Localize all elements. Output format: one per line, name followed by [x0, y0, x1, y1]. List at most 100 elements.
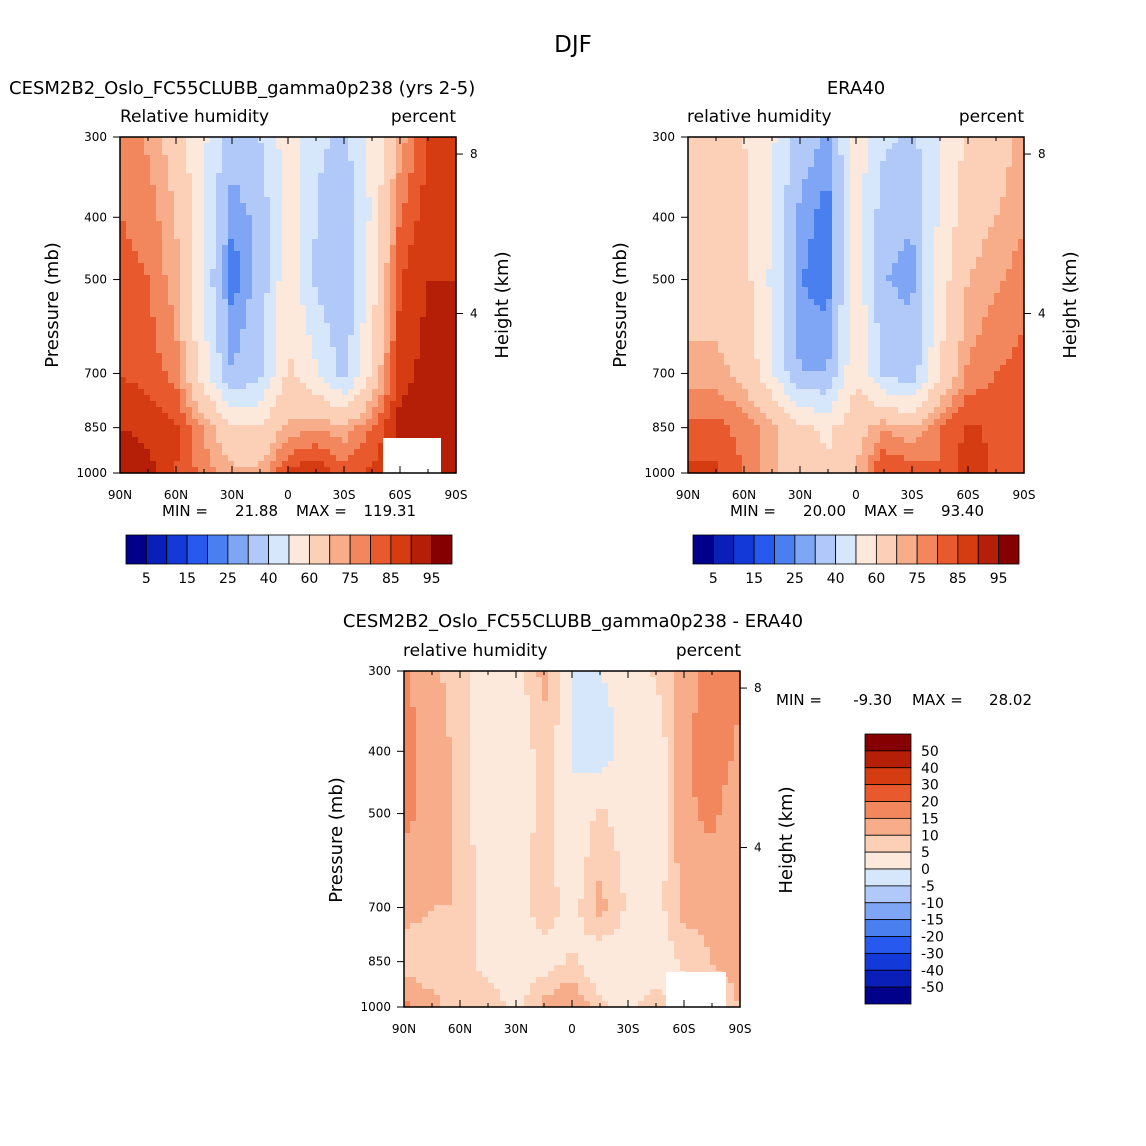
contour-cell: [294, 371, 301, 378]
contour-cell: [420, 305, 427, 312]
contour-cell: [772, 281, 779, 288]
contour-cell: [784, 305, 791, 312]
contour-cell: [222, 293, 229, 300]
contour-cell: [784, 293, 791, 300]
contour-cell: [174, 401, 181, 408]
contour-cell: [186, 143, 193, 150]
contour-cell: [838, 257, 845, 264]
contour-cell: [282, 467, 289, 474]
contour-cell: [892, 161, 899, 168]
contour-cell: [276, 245, 283, 252]
contour-cell: [402, 377, 409, 384]
contour-cell: [162, 371, 169, 378]
contour-cell: [1018, 251, 1025, 258]
contour-cell: [156, 443, 163, 450]
contour-cell: [814, 185, 821, 192]
x-tick-label: 0: [284, 488, 292, 502]
contour-cell: [432, 233, 439, 240]
contour-cell: [264, 383, 271, 390]
contour-cell: [354, 287, 361, 294]
contour-cell: [910, 191, 917, 198]
contour-cell: [904, 245, 911, 252]
contour-cell: [450, 221, 457, 228]
contour-cell: [784, 275, 791, 282]
contour-cell: [372, 377, 379, 384]
contour-cell: [934, 221, 941, 228]
contour-cell: [132, 269, 139, 276]
contour-cell: [168, 353, 175, 360]
contour-cell: [348, 413, 355, 420]
contour-cell: [258, 353, 265, 360]
contour-cell: [892, 263, 899, 270]
contour-cell: [402, 269, 409, 276]
contour-cell: [408, 413, 415, 420]
contour-cell: [450, 191, 457, 198]
contour-cell: [324, 323, 331, 330]
contour-cell: [366, 341, 373, 348]
colorbar-box: [166, 534, 188, 565]
contour-cell: [366, 245, 373, 252]
contour-cell: [796, 161, 803, 168]
contour-cell: [946, 245, 953, 252]
contour-cell: [174, 251, 181, 258]
contour-cell: [444, 437, 451, 444]
contour-cell: [826, 263, 833, 270]
contour-cell: [234, 407, 241, 414]
contour-cell: [276, 305, 283, 312]
contour-cell: [354, 173, 361, 180]
contour-cell: [162, 215, 169, 222]
contour-cell: [366, 185, 373, 192]
contour-cell: [1006, 317, 1013, 324]
contour-cell: [396, 311, 403, 318]
contour-cell: [150, 347, 157, 354]
contour-cell: [318, 245, 325, 252]
contour-cell: [228, 305, 235, 312]
contour-cell: [982, 263, 989, 270]
contour-cell: [282, 455, 289, 462]
contour-cell: [910, 233, 917, 240]
contour-cell: [222, 395, 229, 402]
contour-cell: [952, 293, 959, 300]
contour-cell: [754, 185, 761, 192]
contour-cell: [444, 209, 451, 216]
contour-cell: [336, 311, 343, 318]
contour-cell: [922, 281, 929, 288]
contour-cell: [300, 455, 307, 462]
contour-cell: [168, 365, 175, 372]
contour-cell: [724, 137, 731, 144]
contour-cell: [132, 413, 139, 420]
contour-cell: [120, 311, 127, 318]
contour-cell: [276, 161, 283, 168]
contour-cell: [748, 233, 755, 240]
contour-cell: [754, 317, 761, 324]
contour-cell: [210, 377, 217, 384]
contour-cell: [276, 257, 283, 264]
contour-cell: [288, 461, 295, 468]
contour-cell: [796, 323, 803, 330]
contour-cell: [826, 245, 833, 252]
contour-cell: [132, 245, 139, 252]
contour-cell: [372, 269, 379, 276]
contour-cell: [186, 371, 193, 378]
contour-cell: [868, 179, 875, 186]
contour-cell: [1018, 233, 1025, 240]
contour-cell: [402, 251, 409, 258]
contour-cell: [760, 227, 767, 234]
contour-cell: [126, 209, 133, 216]
contour-cell: [192, 197, 199, 204]
contour-cell: [252, 143, 259, 150]
contour-cell: [366, 179, 373, 186]
contour-cell: [426, 323, 433, 330]
contour-cell: [444, 383, 451, 390]
contour-cell: [360, 179, 367, 186]
contour-cell: [408, 233, 415, 240]
contour-cell: [138, 155, 145, 162]
contour-cell: [916, 251, 923, 258]
contour-cell: [724, 161, 731, 168]
contour-cell: [372, 143, 379, 150]
contour-cell: [294, 335, 301, 342]
contour-cell: [820, 299, 827, 306]
panel-era40: ERA40 relative humidity percent 90N 60N 30…: [610, 78, 1081, 587]
contour-cell: [144, 257, 151, 264]
contour-cell: [186, 167, 193, 174]
